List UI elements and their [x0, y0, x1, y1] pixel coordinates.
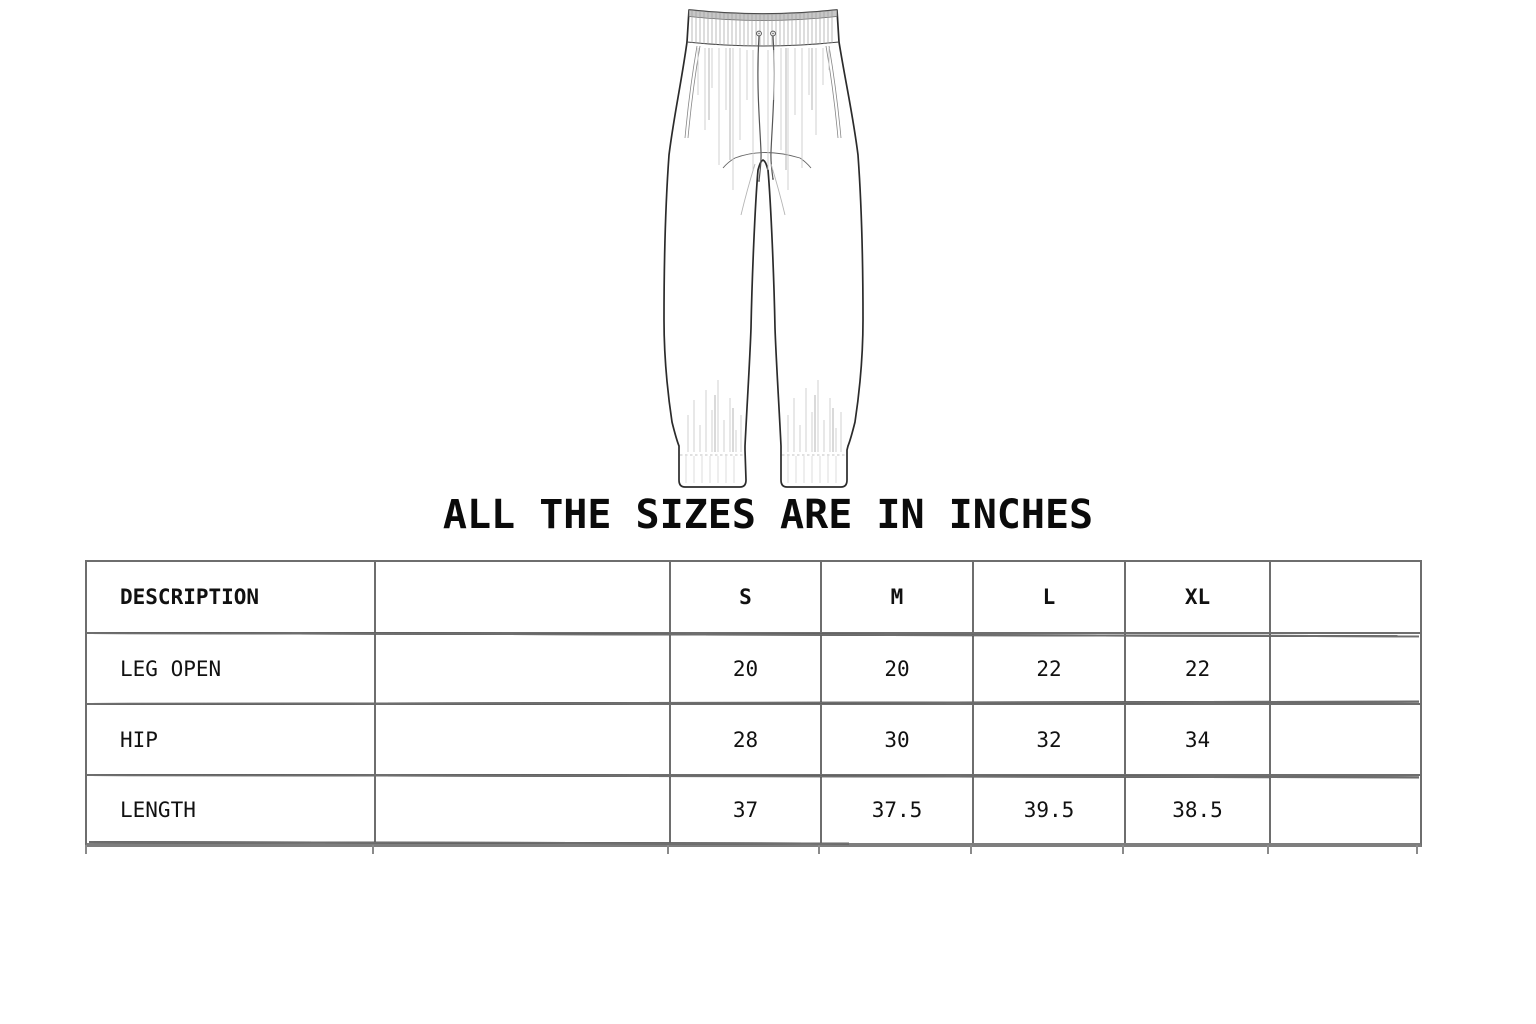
cell-length-s: 37	[669, 774, 820, 843]
waist-gather-streaks	[697, 48, 830, 190]
cell-hip-l: 32	[972, 703, 1124, 774]
cell-hip-xl: 34	[1124, 703, 1269, 774]
cell-leg-open-xl: 22	[1124, 632, 1269, 703]
left-eyelet-hole	[758, 32, 760, 35]
cell-length-l: 39.5	[972, 774, 1124, 843]
cell-leg-open-l: 22	[972, 632, 1124, 703]
column-header-empty-1	[374, 562, 669, 632]
table-column-stub	[970, 845, 972, 854]
crotch-crease-lines	[740, 163, 786, 216]
size-table-grid: DESCRIPTION S M L XL LEG OPEN 20 20 22 2…	[85, 560, 1422, 847]
waistband-bottom-seam	[686, 41, 840, 47]
right-cord-tip	[772, 178, 774, 180]
cell-hip-tail	[1269, 703, 1420, 774]
column-header-s: S	[669, 562, 820, 632]
left-cord-tip	[758, 180, 760, 182]
waistband-ribbing	[691, 11, 833, 46]
pants-outline	[663, 9, 864, 488]
row-label-leg-open: LEG OPEN	[87, 632, 374, 703]
column-header-m: M	[820, 562, 972, 632]
cell-length-xl: 38.5	[1124, 774, 1269, 843]
table-column-stub	[818, 845, 820, 854]
table-column-stub	[372, 845, 374, 854]
table-column-stub	[1416, 845, 1418, 854]
left-pocket-opening	[684, 45, 701, 139]
right-pocket-opening	[825, 45, 842, 139]
table-column-stub	[85, 845, 87, 854]
cell-leg-open-s: 20	[669, 632, 820, 703]
sweatpants-sketch-svg	[663, 9, 864, 488]
cell-length-tail	[1269, 774, 1420, 843]
cell-hip-m: 30	[820, 703, 972, 774]
column-header-xl: XL	[1124, 562, 1269, 632]
size-table: DESCRIPTION S M L XL LEG OPEN 20 20 22 2…	[85, 560, 1422, 854]
row-label-length: LENGTH	[87, 774, 374, 843]
right-eyelet-hole	[772, 32, 774, 35]
cell-leg-open-m: 20	[820, 632, 972, 703]
table-column-stub	[1122, 845, 1124, 854]
cuff-gather-streaks-dark	[714, 395, 834, 452]
pants-illustration	[652, 0, 868, 496]
crotch-seam	[722, 152, 812, 169]
column-header-description: DESCRIPTION	[120, 585, 260, 609]
column-header-l: L	[972, 562, 1124, 632]
cell-length-empty	[374, 774, 669, 843]
page-title: ALL THE SIZES ARE IN INCHES	[442, 492, 1094, 538]
cell-hip-empty	[374, 703, 669, 774]
cell-leg-open-tail	[1269, 632, 1420, 703]
cell-length-m: 37.5	[820, 774, 972, 843]
column-header-empty-2	[1269, 562, 1420, 632]
table-column-stub	[1267, 845, 1269, 854]
cell-leg-open-empty	[374, 632, 669, 703]
row-label-hip: HIP	[87, 703, 374, 774]
cuff-band-streaks	[685, 456, 837, 483]
cuff-gather-streaks	[687, 380, 842, 452]
cell-hip-s: 28	[669, 703, 820, 774]
table-column-stub	[667, 845, 669, 854]
waist-gather-streaks-dark	[708, 48, 813, 170]
